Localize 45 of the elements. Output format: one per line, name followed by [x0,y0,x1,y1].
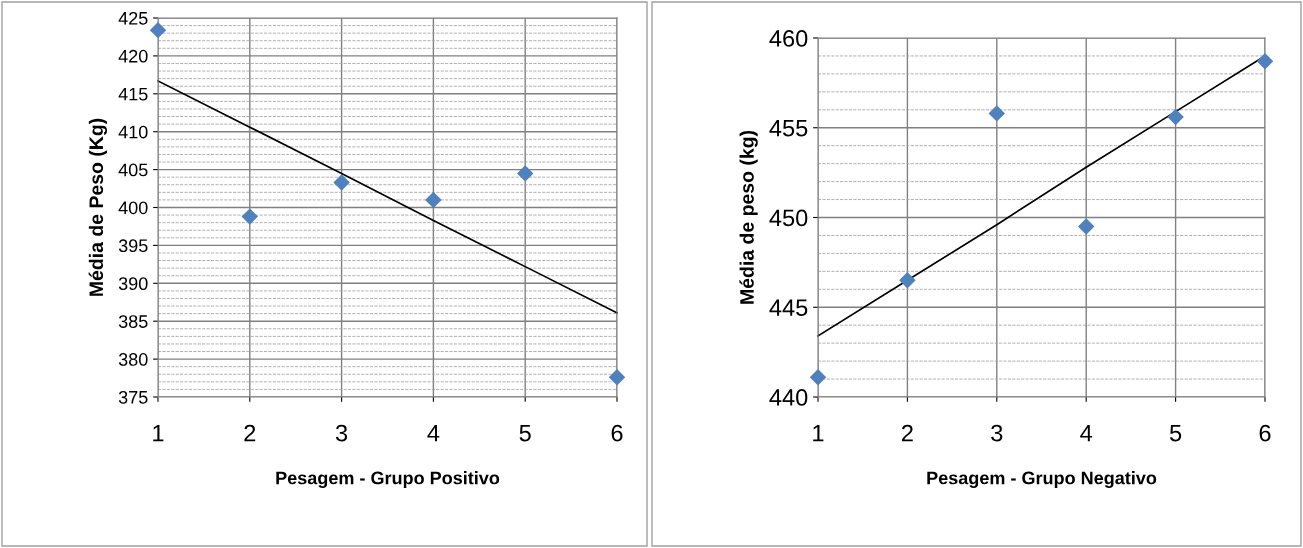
x-tick-label: 4 [1080,424,1093,442]
point [608,369,626,386]
point [809,369,827,386]
y-axis-title: Média de Peso (Kg) [88,118,108,296]
y-tick-label: 380 [118,353,148,366]
y-tick-label: 390 [118,277,148,291]
point [333,174,350,191]
point [1256,53,1274,70]
x-axis-title: Pesagem - Grupo Positivo [276,471,500,488]
y-tick-label: 460 [769,30,808,47]
x-tick-label: 6 [611,424,623,442]
point [425,191,442,209]
y-tick-label: 420 [118,49,148,63]
x-tick-label: 3 [335,424,348,442]
y-tick-label: 415 [118,87,148,101]
y-tick-label: 410 [118,125,148,139]
y-tick-label: 455 [769,120,808,137]
y-tick-label: 440 [769,389,808,406]
y-tick-label: 395 [118,239,148,253]
y-tick-label: 450 [769,209,808,227]
point [516,165,534,182]
y-axis-title: Média de peso (kg) [739,130,758,304]
x-tick-label: 2 [244,424,256,442]
y-tick-label: 425 [118,11,148,25]
point [1167,108,1184,126]
x-tick-label: 6 [1259,424,1271,442]
point [1077,218,1095,235]
x-tick-label: 4 [427,424,440,442]
x-tick-label: 2 [902,424,913,442]
y-tick-label: 375 [118,390,148,404]
point [149,21,167,39]
y-tick-label: 400 [118,201,148,215]
x-tick-label: 5 [1169,424,1182,442]
x-tick-label: 1 [153,424,164,442]
y-tick-label: 445 [769,299,808,317]
x-tick-label: 3 [991,424,1003,442]
point [241,208,259,225]
x-axis-title: Pesagem - Grupo Negativo [927,471,1157,488]
point [899,272,916,289]
x-tick-label: 1 [813,424,824,442]
point [988,105,1006,122]
x-tick-label: 5 [519,424,531,442]
y-tick-label: 405 [118,163,148,177]
line-series [157,80,618,314]
y-tick-label: 385 [118,315,148,328]
